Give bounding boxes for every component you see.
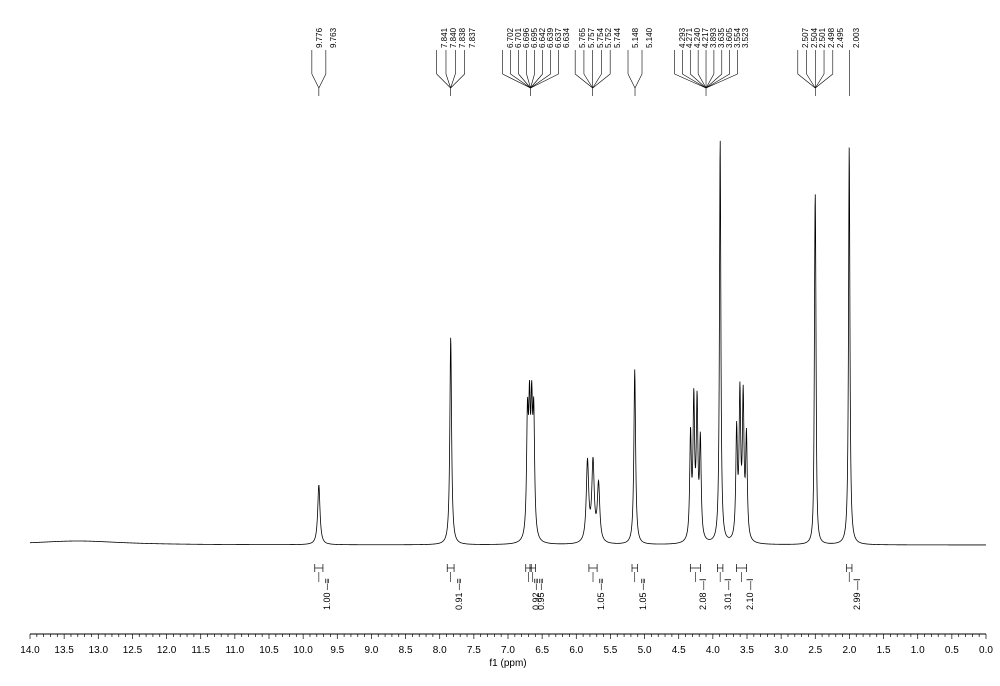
axis-tick-label: 6.0 bbox=[569, 645, 583, 656]
integral-value-label: 2.10 —I bbox=[745, 578, 755, 610]
peak-ppm-label: 7.837 bbox=[468, 28, 477, 48]
integral-value-label: 2.08 —I bbox=[698, 578, 708, 610]
peak-ppm-label: 6.634 bbox=[562, 28, 571, 48]
peak-ppm-label: 5.757 bbox=[587, 28, 596, 48]
peak-ppm-label: 9.776 bbox=[315, 28, 324, 48]
axis-tick-label: 12.0 bbox=[157, 645, 176, 656]
axis-tick-label: 11.0 bbox=[225, 645, 244, 656]
peak-ppm-label: 5.765 bbox=[578, 28, 587, 48]
axis-tick-label: 7.5 bbox=[467, 645, 481, 656]
axis-tick-label: 5.0 bbox=[638, 645, 652, 656]
axis-tick-label: 2.0 bbox=[842, 645, 856, 656]
peak-ppm-label: 7.841 bbox=[440, 28, 449, 48]
peak-ppm-label: 7.840 bbox=[449, 28, 458, 48]
axis-tick-label: 6.5 bbox=[535, 645, 549, 656]
peak-ppm-label: 5.148 bbox=[631, 28, 640, 48]
spectrum-svg bbox=[0, 0, 1000, 686]
peak-ppm-label: 7.838 bbox=[458, 28, 467, 48]
axis-tick-label: 4.0 bbox=[706, 645, 720, 656]
axis-tick-label: 3.0 bbox=[774, 645, 788, 656]
peak-ppm-label: 2.498 bbox=[827, 28, 836, 48]
axis-tick-label: 11.5 bbox=[191, 645, 210, 656]
peak-ppm-label: 2.507 bbox=[801, 28, 810, 48]
axis-tick-label: 7.0 bbox=[501, 645, 515, 656]
axis-tick-label: 9.5 bbox=[330, 645, 344, 656]
axis-tick-label: 3.5 bbox=[740, 645, 754, 656]
axis-tick-label: 13.5 bbox=[54, 645, 73, 656]
nmr-spectrum-chart: 14.0 13.5 13.0 12.5 12.0 11.5 11.0 10.5 10.0 9.5 9… bbox=[0, 0, 1000, 686]
peak-ppm-label: 2.501 bbox=[818, 28, 827, 48]
axis-tick-label: 8.0 bbox=[433, 645, 447, 656]
axis-tick-label: 4.5 bbox=[672, 645, 686, 656]
integral-value-label: 3.01 —I bbox=[723, 578, 733, 610]
axis-tick-label: 8.5 bbox=[399, 645, 413, 656]
peak-ppm-label: 5.744 bbox=[613, 28, 622, 48]
integral-value-label: 0.91 ─≡ bbox=[454, 578, 464, 610]
integral-value-label: 1.05 ─≡ bbox=[596, 578, 606, 610]
integral-value-label: 0.95 ─≡ bbox=[536, 578, 546, 610]
axis-tick-label: 13.0 bbox=[89, 645, 108, 656]
axis-tick-label: 14.0 bbox=[20, 645, 39, 656]
integral-value-label: 2.99 —I bbox=[852, 578, 862, 610]
integral-value-label: 1.00 ─≡ bbox=[322, 578, 332, 610]
peak-ppm-label: 3.523 bbox=[741, 28, 750, 48]
axis-tick-label: 10.5 bbox=[259, 645, 278, 656]
peak-ppm-label: 2.003 bbox=[852, 28, 861, 48]
axis-tick-label: 9.0 bbox=[364, 645, 378, 656]
axis-title: f1 (ppm) bbox=[489, 658, 526, 669]
peak-ppm-label: 2.495 bbox=[836, 28, 845, 48]
axis-tick-label: 10.0 bbox=[293, 645, 312, 656]
integral-value-label: 1.05 ─≡ bbox=[638, 578, 648, 610]
axis-tick-label: 1.5 bbox=[877, 645, 891, 656]
axis-tick-label: 1.0 bbox=[911, 645, 925, 656]
axis-tick-label: 5.5 bbox=[603, 645, 617, 656]
peak-ppm-label: 5.140 bbox=[645, 28, 654, 48]
axis-tick-label: 0.0 bbox=[979, 645, 993, 656]
axis-tick-label: 0.5 bbox=[945, 645, 959, 656]
axis-tick-label: 2.5 bbox=[808, 645, 822, 656]
axis-tick-label: 12.5 bbox=[123, 645, 142, 656]
peak-ppm-label: 9.763 bbox=[329, 28, 338, 48]
